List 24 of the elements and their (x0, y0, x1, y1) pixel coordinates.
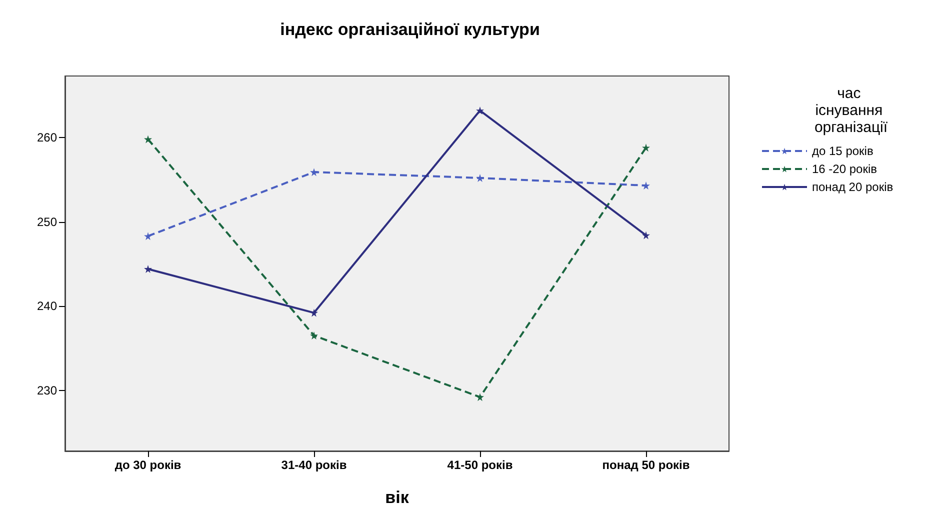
legend-label: до 15 років (812, 144, 874, 158)
x-tick-label: 31-40 років (281, 458, 347, 472)
point (310, 168, 318, 176)
point (476, 174, 484, 182)
y-tick-label: 250 (36, 214, 58, 229)
point (144, 264, 152, 273)
x-tick-label: понад 50 років (602, 458, 690, 472)
y-tick-label: 230 (36, 383, 58, 398)
point (476, 393, 484, 402)
legend-label: 16 -20 років (812, 162, 877, 176)
point (310, 332, 318, 340)
x-tick-label: 41-50 років (447, 458, 513, 472)
y-tick-label: 260 (36, 130, 58, 145)
x-tick-label: до 30 років (114, 458, 182, 472)
chart-title: індекс організаційної культури (280, 20, 540, 39)
x-axis-title: вік (385, 488, 410, 507)
point (144, 232, 152, 240)
legend-label: понад 20 років (812, 180, 894, 194)
legend-title: час існування організації (814, 85, 888, 136)
y-tick-label: 240 (36, 299, 58, 314)
point (144, 135, 152, 144)
point (642, 231, 650, 240)
point (476, 106, 484, 115)
point (642, 144, 650, 152)
